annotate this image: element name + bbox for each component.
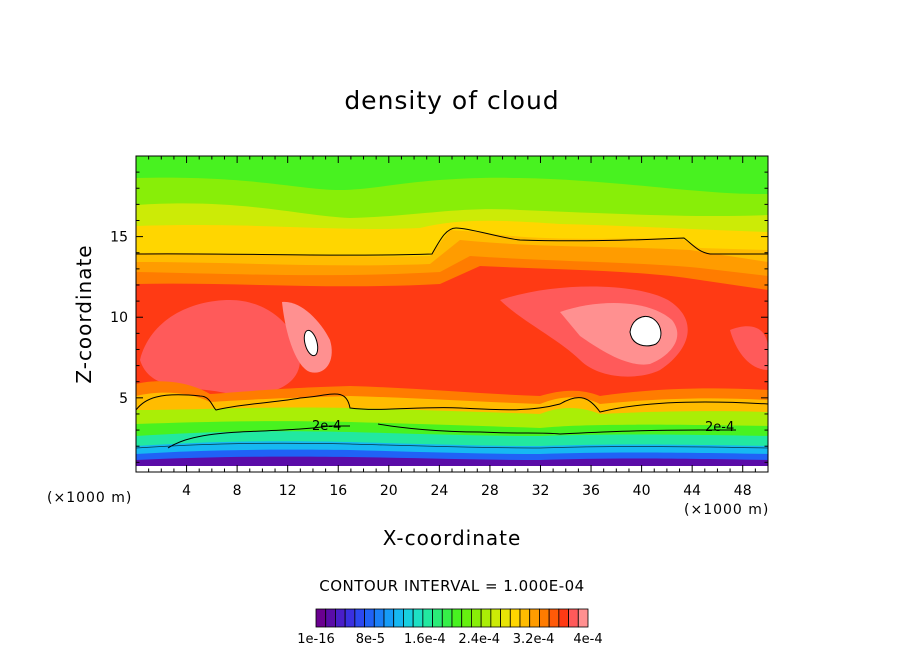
colorbar-swatch (568, 608, 579, 628)
colorbar-swatch (500, 608, 511, 628)
colorbar-swatch (480, 608, 492, 628)
x-tick-label: 12 (279, 483, 297, 499)
colorbar-swatch (451, 608, 463, 628)
colorbar-swatch (354, 608, 365, 628)
colorbar-swatch (422, 608, 433, 628)
colorbar-swatch (335, 608, 346, 628)
colorbar-tick-label: 8e-5 (356, 632, 385, 647)
x-tick-label: 16 (329, 483, 347, 499)
colorbar-swatch (461, 608, 472, 628)
colorbar-swatch (529, 608, 540, 628)
colorbar-swatch (344, 608, 356, 628)
colorbar-swatch (364, 608, 375, 628)
colorbar-swatch (509, 608, 521, 628)
colorbar-tick-label: 2.4e-4 (458, 632, 500, 647)
colorbar-tick-label: 3.2e-4 (513, 632, 555, 647)
x-tick-label: 40 (633, 483, 651, 499)
colorbar-swatch (373, 608, 385, 628)
colorbar-swatch (490, 608, 501, 628)
x-tick-label: 8 (233, 483, 242, 499)
x-unit-label-left: (×1000 m) (47, 490, 133, 506)
x-tick-label: 48 (734, 483, 752, 499)
contour-low (136, 442, 768, 449)
colorbar-swatch (441, 608, 453, 628)
colorbar-swatch (432, 608, 443, 628)
colorbar-swatch (471, 608, 482, 628)
colorbar-swatch (539, 608, 550, 628)
colorbar-swatch (325, 608, 336, 628)
colorbar-swatch (383, 608, 395, 628)
colorbar-tick-label: 1.6e-4 (404, 632, 446, 647)
colorbar-swatch (558, 608, 569, 628)
hole-small (303, 329, 319, 357)
x-tick-label: 44 (683, 483, 701, 499)
colorbar-swatch (393, 608, 404, 628)
colorbar-swatch (577, 608, 589, 628)
colorbar-swatch (315, 608, 327, 628)
x-tick-label: 32 (532, 483, 550, 499)
hole-large (629, 316, 662, 347)
x-tick-label: 20 (380, 483, 398, 499)
colorbar-tick-label: 4e-4 (573, 632, 602, 647)
contour-top (136, 227, 768, 256)
x-axis-label: X-coordinate (382, 526, 522, 550)
y-tick-label: 5 (119, 391, 128, 407)
colorbar-swatch (403, 608, 414, 628)
colorbar-swatch (548, 608, 560, 628)
contour-label-right: 2e-4 (705, 420, 734, 435)
colorbar-swatch (412, 608, 424, 628)
x-tick-label: 28 (481, 483, 499, 499)
x-tick-label: 4 (182, 483, 191, 499)
y-tick-label: 15 (110, 230, 128, 246)
colorbar: 1e-16 8e-5 1.6e-4 2.4e-4 3.2e-4 4e-4 (297, 608, 603, 647)
y-axis-label: Z-coordinate (72, 244, 96, 384)
heatmap-field (136, 156, 768, 472)
contour-interval-label: CONTOUR INTERVAL = 1.000E-04 (319, 577, 585, 595)
colorbar-swatch (519, 608, 531, 628)
contour-upper-low (136, 393, 768, 413)
patch-pink-left (140, 300, 300, 395)
chart-title: density of cloud (344, 86, 560, 115)
x-tick-label: 36 (582, 483, 600, 499)
y-tick-label: 10 (110, 310, 128, 326)
contour-label-left: 2e-4 (312, 419, 341, 434)
colorbar-tick-label: 1e-16 (297, 632, 335, 647)
x-unit-label-right: (×1000 m) (684, 502, 770, 518)
patch-pink-edge (730, 326, 768, 370)
contour-2e4 (167, 423, 736, 449)
x-tick-label: 24 (430, 483, 448, 499)
